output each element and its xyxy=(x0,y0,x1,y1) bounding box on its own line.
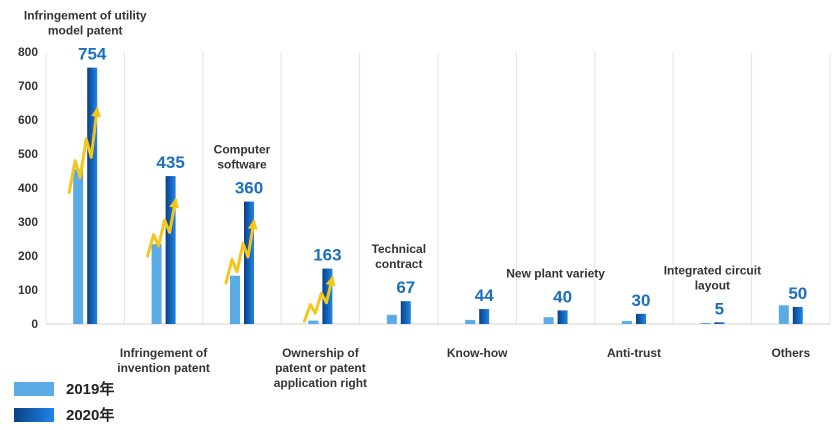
growth-arrow-head xyxy=(169,197,180,209)
y-tick-label: 0 xyxy=(31,317,38,331)
category-label: Infringement of utility model patent xyxy=(24,9,147,38)
category-label-line: Others xyxy=(771,346,810,360)
category-label-line: New plant variety xyxy=(506,266,605,280)
bar-2019 xyxy=(622,320,632,324)
category-label: Anti-trust xyxy=(607,346,661,360)
value-label-2020: 360 xyxy=(235,179,263,198)
bar-2019 xyxy=(230,275,240,324)
value-label-2020: 50 xyxy=(788,284,807,303)
growth-arrow-head xyxy=(247,219,258,230)
category-label: Computer software xyxy=(214,143,271,172)
y-tick-label: 700 xyxy=(18,79,38,93)
value-label-2020: 30 xyxy=(632,291,651,310)
category-label-line: contract xyxy=(375,257,422,271)
category-label: Know-how xyxy=(447,346,508,360)
bar-2020 xyxy=(479,309,490,324)
y-tick-label: 300 xyxy=(18,215,38,229)
growth-arrow-head xyxy=(91,106,102,118)
bar-2019 xyxy=(465,319,476,324)
category-label-line: patent or patent xyxy=(275,361,366,375)
growth-arrows xyxy=(67,106,336,323)
growth-arrow xyxy=(302,275,334,323)
category-label-line: Integrated circuit xyxy=(664,263,761,277)
y-tick-label: 600 xyxy=(18,113,38,127)
y-tick-label: 400 xyxy=(18,181,38,195)
bar-2020 xyxy=(87,67,98,324)
category-label-line: Infringement of xyxy=(120,346,208,360)
legend-label-2019: 2019年 xyxy=(66,381,115,398)
y-axis: 0 100 200 300 400 500 600 700 800 xyxy=(18,45,38,331)
value-label-2020: 435 xyxy=(156,153,184,172)
category-label-line: Technical xyxy=(372,242,426,256)
value-label-2020: 40 xyxy=(553,287,572,306)
y-tick-label: 200 xyxy=(18,249,38,263)
growth-arrow-head xyxy=(325,275,336,287)
growth-arrow xyxy=(224,219,256,285)
category-label: Others xyxy=(771,346,810,360)
bar-2020 xyxy=(400,301,411,324)
category-label-line: Infringement of utility xyxy=(24,9,147,23)
value-label-2020: 67 xyxy=(396,278,415,297)
category-label-line: Anti-trust xyxy=(607,346,661,360)
value-label-2020: 163 xyxy=(313,246,341,265)
legend-2019: 2019年 xyxy=(14,378,114,399)
chart-grid xyxy=(45,52,831,325)
bar-2020 xyxy=(165,176,176,324)
bar-2019 xyxy=(543,317,554,324)
value-label-2020: 5 xyxy=(715,299,724,318)
category-label-line: model patent xyxy=(48,24,123,38)
category-label-line: application right xyxy=(274,376,367,390)
category-label: Integrated circuit layout xyxy=(664,263,761,292)
bar-2019 xyxy=(151,244,162,324)
value-labels: 754 435 360 163 67 44 40 30 5 50 xyxy=(78,45,807,319)
y-tick-label: 800 xyxy=(18,45,38,59)
category-label: New plant variety xyxy=(506,266,605,280)
legend-swatch-2019 xyxy=(14,381,54,396)
value-label-2020: 44 xyxy=(475,286,494,305)
category-label-line: software xyxy=(217,158,267,172)
y-tick-label: 100 xyxy=(18,283,38,297)
category-label: Infringement of invention patent xyxy=(117,346,210,375)
legend-label-2020: 2020年 xyxy=(66,407,115,424)
bar-2019 xyxy=(386,314,397,324)
bar-2020 xyxy=(244,201,254,324)
category-label: Technical contract xyxy=(372,242,426,271)
bar-2019 xyxy=(778,305,789,324)
legend-2020: 2020年 xyxy=(14,404,114,425)
bar-2020 xyxy=(557,310,568,324)
bar-2019 xyxy=(308,320,319,324)
value-label-2020: 754 xyxy=(78,45,107,64)
category-label-line: Ownership of xyxy=(282,346,360,360)
category-label: Ownership of patent or patent application … xyxy=(274,346,367,390)
category-labels: Infringement of utility model patentInfri… xyxy=(24,9,811,390)
category-label-line: Know-how xyxy=(447,346,508,360)
bar-2020 xyxy=(636,313,646,324)
bar-2019 xyxy=(700,322,711,324)
bar-2020 xyxy=(714,322,725,324)
bar-2020 xyxy=(792,307,803,324)
y-tick-label: 500 xyxy=(18,147,38,161)
bar-2019 xyxy=(73,169,84,324)
category-label-line: Computer xyxy=(214,143,271,157)
category-label-line: layout xyxy=(695,278,730,292)
legend-swatch-2020 xyxy=(14,407,54,422)
growth-arrow xyxy=(146,198,178,258)
growth-arrow xyxy=(67,107,99,195)
category-label-line: invention patent xyxy=(117,361,210,375)
